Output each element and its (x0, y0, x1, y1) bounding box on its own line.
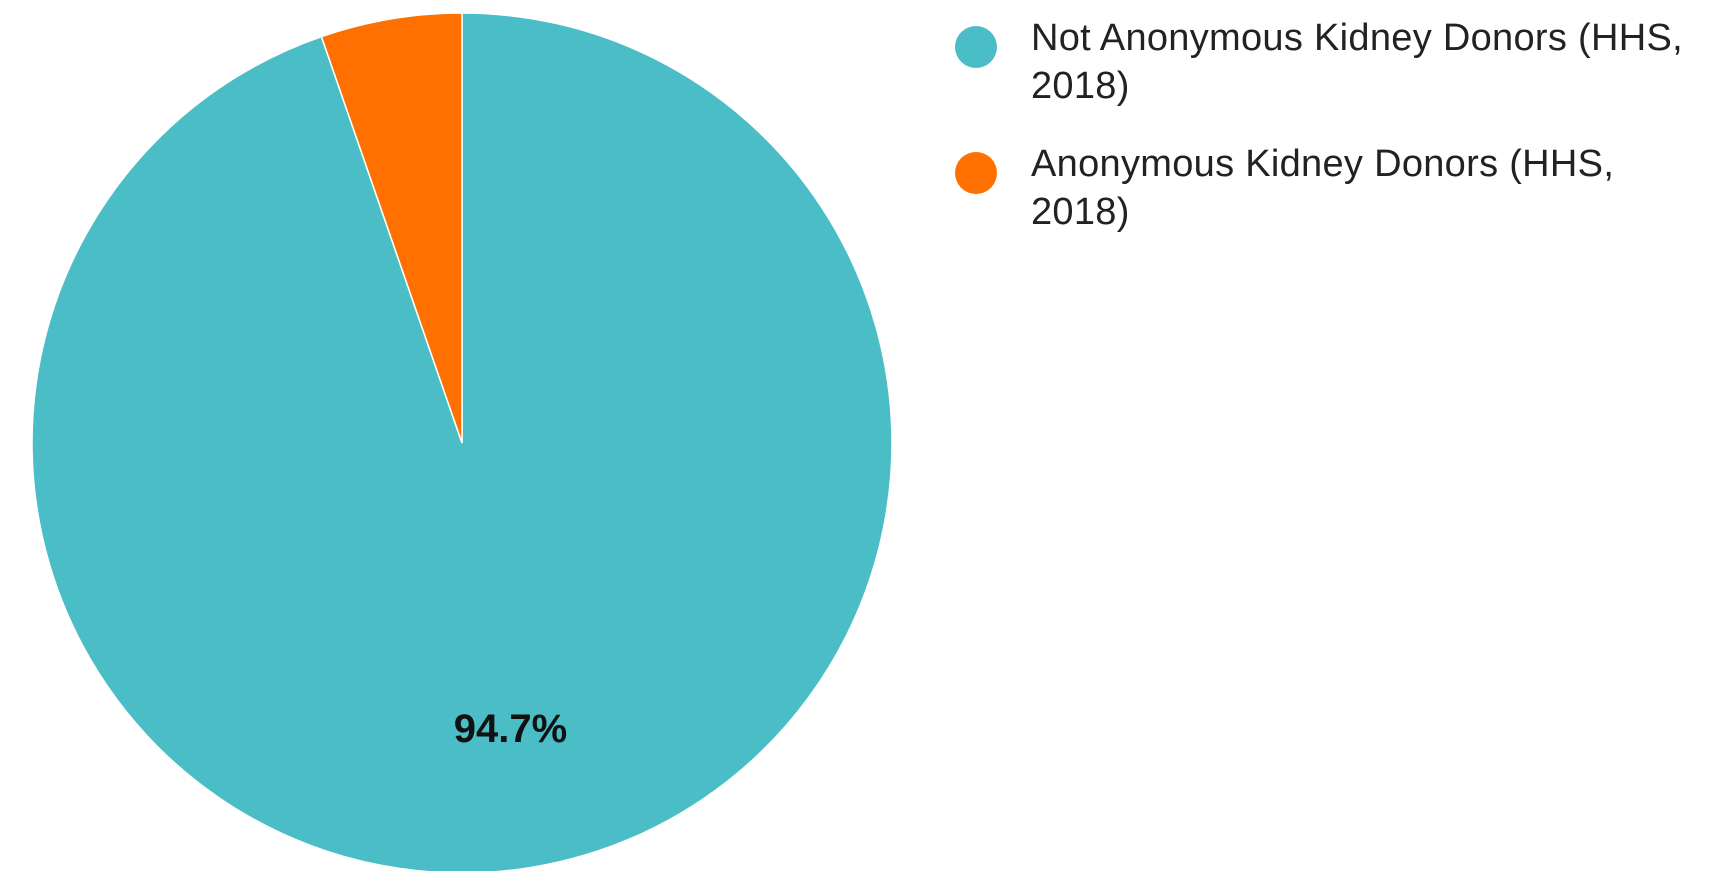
pie-slice-anonymous (320, 12, 463, 444)
legend-swatch-not-anonymous (955, 26, 997, 68)
legend-label-not-anonymous: Not Anonymous Kidney Donors (HHS, 2018) (1031, 17, 1683, 107)
legend-item-anonymous: Anonymous Kidney Donors (HHS, 2018) (955, 140, 1715, 236)
legend-swatch-anonymous (955, 152, 997, 194)
legend-item-not-anonymous: Not Anonymous Kidney Donors (HHS, 2018) (955, 14, 1715, 110)
pie-slice-label-not-anonymous: 94.7% (454, 707, 567, 751)
pie-slice-not-anonymous (31, 12, 893, 871)
legend: Not Anonymous Kidney Donors (HHS, 2018) … (955, 14, 1715, 266)
legend-label-anonymous: Anonymous Kidney Donors (HHS, 2018) (1031, 143, 1615, 233)
